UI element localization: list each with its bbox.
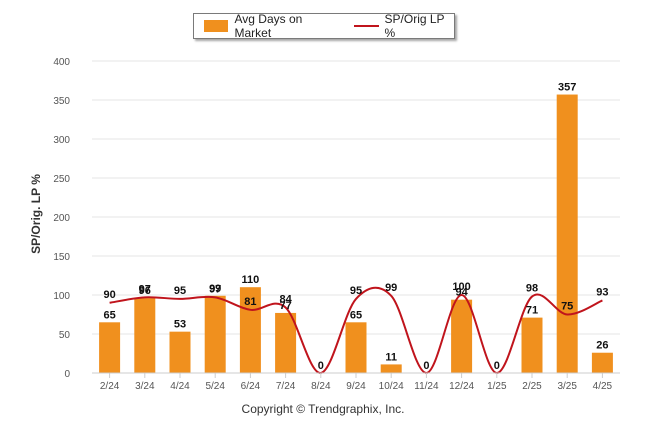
bar-value-label: 0 (318, 360, 324, 372)
bar-value-label: 71 (526, 305, 538, 317)
bar (99, 322, 121, 373)
bar (275, 312, 297, 373)
bar-value-label: 0 (494, 360, 500, 372)
bar-value-label: 99 (209, 283, 221, 295)
bar-value-label: 11 (385, 351, 397, 363)
x-tick-label: 7/24 (276, 381, 296, 392)
bar (380, 364, 402, 373)
line-path (109, 286, 603, 375)
legend-line-label: SP/Orig LP % (384, 12, 445, 40)
line-value-label: 95 (350, 285, 362, 297)
copyright-text: Copyright © Trendgraphix, Inc. (241, 402, 405, 416)
legend-item-line: SP/Orig LP % (354, 12, 454, 40)
line-value-label: 84 (279, 293, 292, 305)
x-tick-label: 3/25 (557, 381, 577, 392)
legend-line-swatch (354, 25, 379, 27)
x-tick-label: 4/25 (593, 381, 613, 392)
line-value-label: 97 (209, 283, 221, 295)
bar (169, 331, 191, 373)
y-tick-label: 400 (53, 57, 70, 68)
y-tick-label: 300 (53, 135, 70, 146)
line-value-label: 98 (526, 283, 538, 295)
legend-bar-label: Avg Days on Market (234, 12, 303, 40)
x-tick-label: 8/24 (311, 381, 331, 392)
x-tick-label: 10/24 (379, 381, 404, 392)
bar-value-label: 77 (279, 300, 291, 312)
bar (556, 94, 578, 373)
x-tick-label: 5/24 (205, 381, 225, 392)
line-value-label: 81 (244, 296, 256, 308)
bar-value-label: 53 (174, 319, 186, 331)
bar (521, 317, 543, 373)
y-tick-label: 200 (53, 213, 70, 224)
y-tick-label: 0 (64, 369, 70, 380)
bar-value-label: 65 (103, 309, 115, 321)
bar-value-label: 357 (558, 82, 576, 94)
bar-value-label: 96 (139, 285, 151, 297)
line-value-label: 75 (561, 301, 573, 313)
x-tick-label: 1/25 (487, 381, 507, 392)
bar (134, 298, 156, 373)
line-value-label: 90 (103, 289, 115, 301)
line-value-label: 95 (174, 285, 186, 297)
bar (451, 299, 473, 373)
y-tick-label: 250 (53, 174, 70, 185)
bar-value-label: 0 (423, 360, 429, 372)
bar-value-label: 94 (455, 287, 468, 299)
chart-legend: Avg Days on Market SP/Orig LP % (193, 12, 455, 40)
y-tick-label: 100 (53, 291, 70, 302)
x-tick-label: 4/24 (170, 381, 190, 392)
x-tick-label: 2/24 (100, 381, 120, 392)
x-tick-label: 12/24 (449, 381, 474, 392)
x-tick-label: 6/24 (241, 381, 261, 392)
line-series (109, 286, 603, 375)
bar-value-label: 65 (350, 309, 362, 321)
legend-item-bar: Avg Days on Market (204, 12, 336, 40)
x-tick-label: 9/24 (346, 381, 366, 392)
bar-value-label: 110 (242, 274, 260, 286)
line-value-label: 93 (596, 286, 608, 298)
y-tick-label: 150 (53, 252, 70, 263)
bar (204, 295, 226, 373)
y-tick-label: 350 (53, 96, 70, 107)
axes: 0 50 100 150 200 250 300 350 400 2/24 3/24 4/24 5/24… (53, 57, 620, 392)
x-tick-label: 2/25 (522, 381, 542, 392)
bar (591, 352, 613, 373)
x-tick-label: 3/24 (135, 381, 155, 392)
bar-series (99, 94, 613, 373)
y-tick-label: 50 (59, 330, 71, 341)
line-value-label: 99 (385, 282, 397, 294)
legend-bar-swatch (204, 20, 229, 32)
x-tick-label: 11/24 (414, 381, 439, 392)
line-value-label: 100 (452, 281, 470, 293)
bar-value-label: 26 (596, 340, 608, 352)
bar (345, 322, 367, 373)
line-value-label: 97 (139, 283, 151, 295)
